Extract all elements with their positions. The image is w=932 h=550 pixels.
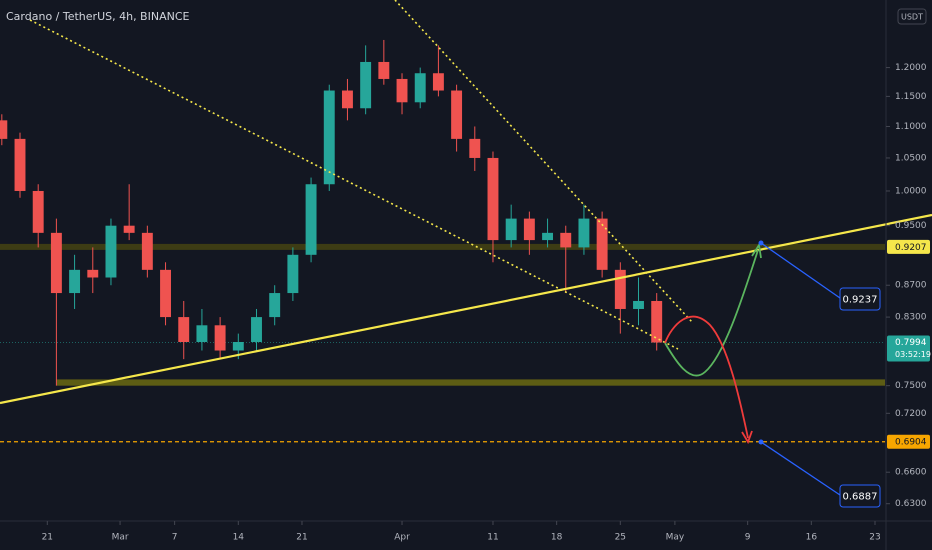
candle-body: [14, 138, 26, 191]
candle-body: [214, 325, 226, 351]
bearish-path: [664, 315, 749, 439]
currency-button[interactable]: [897, 8, 927, 25]
candle-body: [505, 218, 517, 241]
y-tick-label: 0.7200: [895, 409, 927, 419]
x-tick-label: 11: [487, 533, 498, 543]
candles: [0, 39, 663, 386]
candle-body: [323, 90, 335, 185]
callout-anchor: [758, 240, 764, 246]
y-tick-label: 1.1500: [895, 92, 927, 102]
last-price-label: 0.7994: [895, 338, 927, 348]
candle-body: [469, 138, 481, 158]
bearish-arrow: [741, 430, 753, 445]
candle-body: [578, 218, 590, 248]
candle-body: [432, 73, 444, 91]
x-tick-label: 16: [806, 533, 818, 543]
countdown-label: 03:52:19: [895, 350, 931, 359]
x-tick-label: 25: [615, 533, 626, 543]
candle-body: [196, 325, 208, 343]
dotted-trendline: [394, 0, 693, 323]
candle-body: [414, 73, 426, 103]
price-tag: [887, 434, 930, 449]
support-zone: [56, 379, 886, 386]
y-tick-label: 1.1000: [895, 122, 927, 132]
candle-body: [378, 61, 390, 79]
candle-body: [123, 225, 135, 233]
x-tick-label: 9: [745, 533, 751, 543]
candle-body: [141, 232, 153, 270]
x-tick-label: 14: [233, 533, 245, 543]
dotted-trendline: [29, 19, 679, 350]
y-tick-label: 1.2000: [895, 63, 927, 73]
x-tick-label: 21: [42, 533, 53, 543]
chart-title: Cardano / TetherUS, 4h, BINANCE: [6, 10, 190, 23]
trendline: [0, 213, 932, 405]
candle-body: [560, 232, 572, 248]
drawings: [0, 243, 886, 443]
y-tick-label: 0.9500: [895, 221, 927, 231]
candle-body: [341, 90, 353, 109]
candle-body: [614, 269, 626, 309]
candle-body: [32, 190, 44, 233]
callout-line: [760, 242, 841, 299]
candle-body: [87, 269, 99, 278]
candle-body: [251, 317, 262, 343]
y-tick-label: 0.8700: [895, 281, 927, 291]
callout-anchor: [758, 439, 764, 445]
bullish-path: [664, 249, 759, 377]
candle-body: [633, 300, 644, 309]
x-tick-label: Apr: [394, 533, 410, 543]
y-tick-label: 0.7500: [895, 381, 927, 391]
candle-body: [232, 342, 244, 351]
candle-body: [305, 184, 317, 255]
price-tag-label: 0.6904: [895, 438, 927, 448]
candle-body: [160, 269, 171, 318]
candle-body: [360, 61, 372, 109]
candle-body: [105, 225, 117, 278]
x-tick-label: 18: [551, 533, 563, 543]
x-tick-label: 21: [296, 533, 307, 543]
callout-box: [839, 484, 881, 508]
candle-body: [0, 120, 8, 139]
currency-button-label[interactable]: USDT: [901, 13, 923, 22]
candle-body: [487, 157, 499, 241]
x-tick-label: 7: [172, 533, 178, 543]
price-tag: [887, 239, 930, 254]
candle-body: [651, 300, 663, 343]
bullish-arrow: [751, 242, 762, 259]
callout-label: 0.9237: [843, 295, 878, 306]
overlay: 0.9237 0.6887: [0, 0, 932, 508]
callout-label: 0.6887: [843, 492, 878, 503]
price-tag-label: 0.9207: [895, 243, 927, 253]
y-tick-label: 0.6600: [895, 468, 927, 478]
x-tick-label: May: [666, 533, 685, 543]
y-tick-label: 0.8300: [895, 313, 927, 323]
candle-body: [269, 293, 281, 318]
y-tick-label: 1.0000: [895, 186, 927, 196]
resistance-band: [0, 243, 885, 250]
candle-body: [396, 78, 408, 103]
candle-body: [50, 232, 62, 294]
last-price-tag: [887, 335, 930, 362]
candle-body: [542, 232, 554, 241]
candle-body: [523, 218, 535, 241]
candle-body: [287, 254, 299, 294]
candle-body: [178, 317, 190, 343]
x-tick-label: Mar: [112, 533, 129, 543]
candle-body: [69, 269, 81, 294]
y-tick-label: 0.6300: [895, 499, 927, 509]
x-tick-label: 23: [869, 533, 880, 543]
candle-body: [451, 90, 463, 139]
callout-line: [760, 441, 841, 496]
callout-box: [839, 287, 881, 311]
y-tick-label: 1.0500: [895, 153, 927, 163]
candle-body: [596, 218, 608, 270]
